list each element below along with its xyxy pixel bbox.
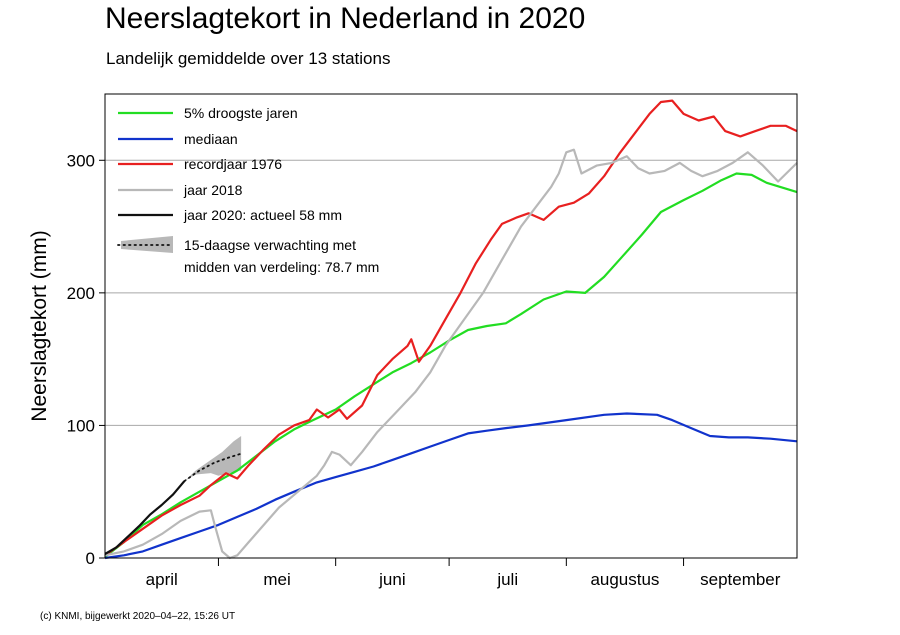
x-tick-label-september: september xyxy=(700,570,781,589)
legend-label-4: jaar 2020: actueel 58 mm xyxy=(183,207,342,223)
series-line-3 xyxy=(104,148,798,560)
x-tick-label-april: april xyxy=(146,570,178,589)
y-tick-label-100: 100 xyxy=(67,416,95,435)
legend-label-2: recordjaar 1976 xyxy=(184,156,282,172)
y-tick-label-200: 200 xyxy=(67,284,95,303)
series-line-1 xyxy=(104,412,798,560)
legend-label-forecast: 15-daagse verwachting met xyxy=(184,237,356,253)
y-tick-label-300: 300 xyxy=(67,151,95,170)
x-tick-label-juli: juli xyxy=(496,570,518,589)
credit-text: (c) KNMI, bijgewerkt 2020–04–22, 15:26 U… xyxy=(40,611,236,622)
y-tick-label-0: 0 xyxy=(86,549,95,568)
y-axis-title: Neerslagtekort (mm) xyxy=(28,230,51,421)
x-tick-label-juni: juni xyxy=(378,570,405,589)
series-line-0 xyxy=(104,172,798,558)
chart-title: Neerslagtekort in Nederland in 2020 xyxy=(105,2,586,35)
series-line-2 xyxy=(104,99,798,557)
legend-label-3: jaar 2018 xyxy=(183,182,243,198)
forecast-band xyxy=(184,436,242,482)
legend-label-forecast-line2: midden van verdeling: 78.7 mm xyxy=(184,259,379,275)
x-tick-label-augustus: augustus xyxy=(590,570,659,589)
legend-label-1: mediaan xyxy=(184,131,238,147)
forecast-median-line xyxy=(183,452,242,482)
chart-subtitle: Landelijk gemiddelde over 13 stations xyxy=(106,49,391,68)
x-tick-label-mei: mei xyxy=(263,570,290,589)
series-line-4 xyxy=(104,480,186,555)
legend-label-0: 5% droogste jaren xyxy=(184,105,298,121)
plot-frame xyxy=(104,93,798,559)
